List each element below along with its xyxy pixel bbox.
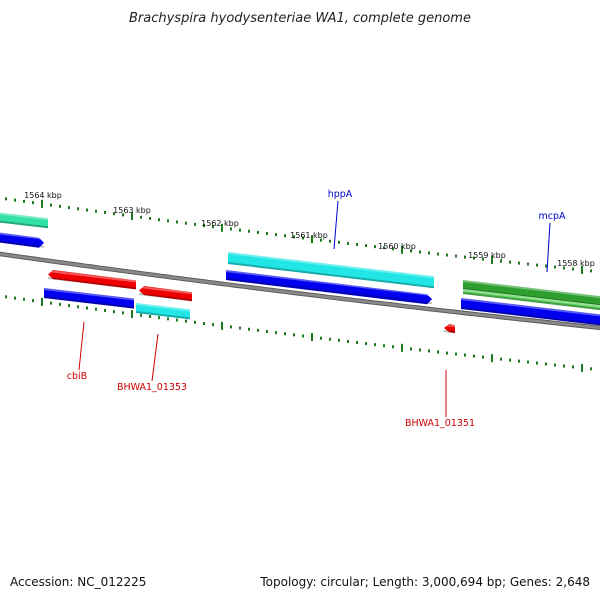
cds-blue-cbib-highlight (44, 288, 134, 301)
cds-blue-right (461, 298, 600, 326)
gene-label-leader (78, 321, 85, 371)
gene-label-leader (333, 200, 339, 250)
cds-teal-left (0, 212, 48, 229)
cds-red-01353-highlight (139, 286, 192, 295)
cds-blue-right-body (461, 298, 600, 326)
cds-teal-left-highlight (0, 212, 48, 221)
cds-hppa-highlight (228, 252, 434, 279)
cds-cyan-01353-shade (136, 311, 190, 320)
cds-mcpa-light-body (463, 289, 600, 311)
backbone-line (0, 252, 600, 330)
genome-backbone (0, 251, 600, 331)
scale-label: 1564 kbp (24, 191, 62, 200)
scale-label: 1563 kbp (113, 206, 151, 215)
cds-blue-middle (226, 270, 432, 305)
cds-red-01351-body (444, 324, 455, 334)
cds-mcpa-dark-highlight (463, 280, 600, 299)
cds-blue-left-highlight (0, 232, 44, 240)
gene-label-leader (546, 222, 551, 273)
cds-blue-middle-body (226, 270, 432, 305)
cds-hppa (228, 252, 434, 289)
gene-label: mcpA (538, 211, 566, 222)
cds-cyan-01353 (136, 303, 190, 320)
scale-label: 1561 kbp (290, 231, 328, 240)
scale-labels: 1564 kbp 1563 kbp 1562 kbp 1561 kbp 1560 kbp… (24, 191, 595, 268)
cds-red-01351-highlight (444, 324, 455, 328)
cds-hppa-body (228, 252, 434, 289)
cds-blue-cbib (44, 288, 134, 309)
cds-blue-left-shade (0, 240, 44, 248)
map-title: Brachyspira hyodysenteriae WA1, complete… (129, 11, 471, 26)
scale-label: 1560 kbp (378, 242, 416, 251)
cds-mcpa-light (463, 289, 600, 311)
gene-labels: hppA mcpA cbiB BHWA1_01353 BHWA1_01351 (67, 189, 566, 429)
cds-blue-cbib-body (44, 288, 134, 309)
gene-label: cbiB (67, 371, 87, 382)
cds-teal-left-body (0, 212, 48, 229)
cds-blue-left-body (0, 232, 44, 248)
cds-red-cbib-highlight (48, 270, 136, 283)
cds-red-01353-body (139, 286, 192, 302)
cds-blue-middle-highlight (226, 270, 432, 297)
cds-cyan-01353-highlight (136, 303, 190, 312)
gene-label: BHWA1_01353 (117, 382, 187, 393)
scale-label: 1562 kbp (201, 219, 239, 228)
cds-mcpa-light-highlight (463, 289, 600, 308)
cds-hppa-shade (228, 262, 434, 289)
cds-red-01353 (139, 286, 192, 302)
cds-blue-right-highlight (461, 298, 600, 317)
accession-text: Accession: NC_012225 (10, 575, 147, 589)
gene-label-leader (151, 333, 159, 382)
cds-blue-left (0, 232, 44, 248)
cds-red-01351-shade (444, 330, 455, 334)
gene-features (0, 212, 600, 334)
cds-red-cbib-shade (48, 277, 136, 290)
cds-red-01353-shade (139, 293, 192, 302)
cds-blue-right-shade (461, 307, 600, 326)
scale-label: 1558 kbp (557, 259, 595, 268)
gene-label: BHWA1_01351 (405, 418, 475, 429)
cds-mcpa-light-shade (463, 292, 600, 311)
cds-blue-middle-shade (226, 278, 432, 305)
genome-summary-text: Topology: circular; Length: 3,000,694 bp… (260, 575, 590, 589)
scale-label: 1559 kbp (468, 251, 506, 260)
cds-teal-left-shade (0, 220, 48, 229)
cds-cyan-01353-body (136, 303, 190, 320)
gene-label: hppA (328, 189, 353, 200)
cds-red-01351 (444, 324, 455, 334)
cds-blue-cbib-shade (44, 296, 134, 309)
scale-ticks (5, 197, 592, 372)
cds-mcpa-dark-body (463, 280, 600, 307)
cds-red-cbib (48, 270, 136, 290)
cds-red-cbib-body (48, 270, 136, 290)
